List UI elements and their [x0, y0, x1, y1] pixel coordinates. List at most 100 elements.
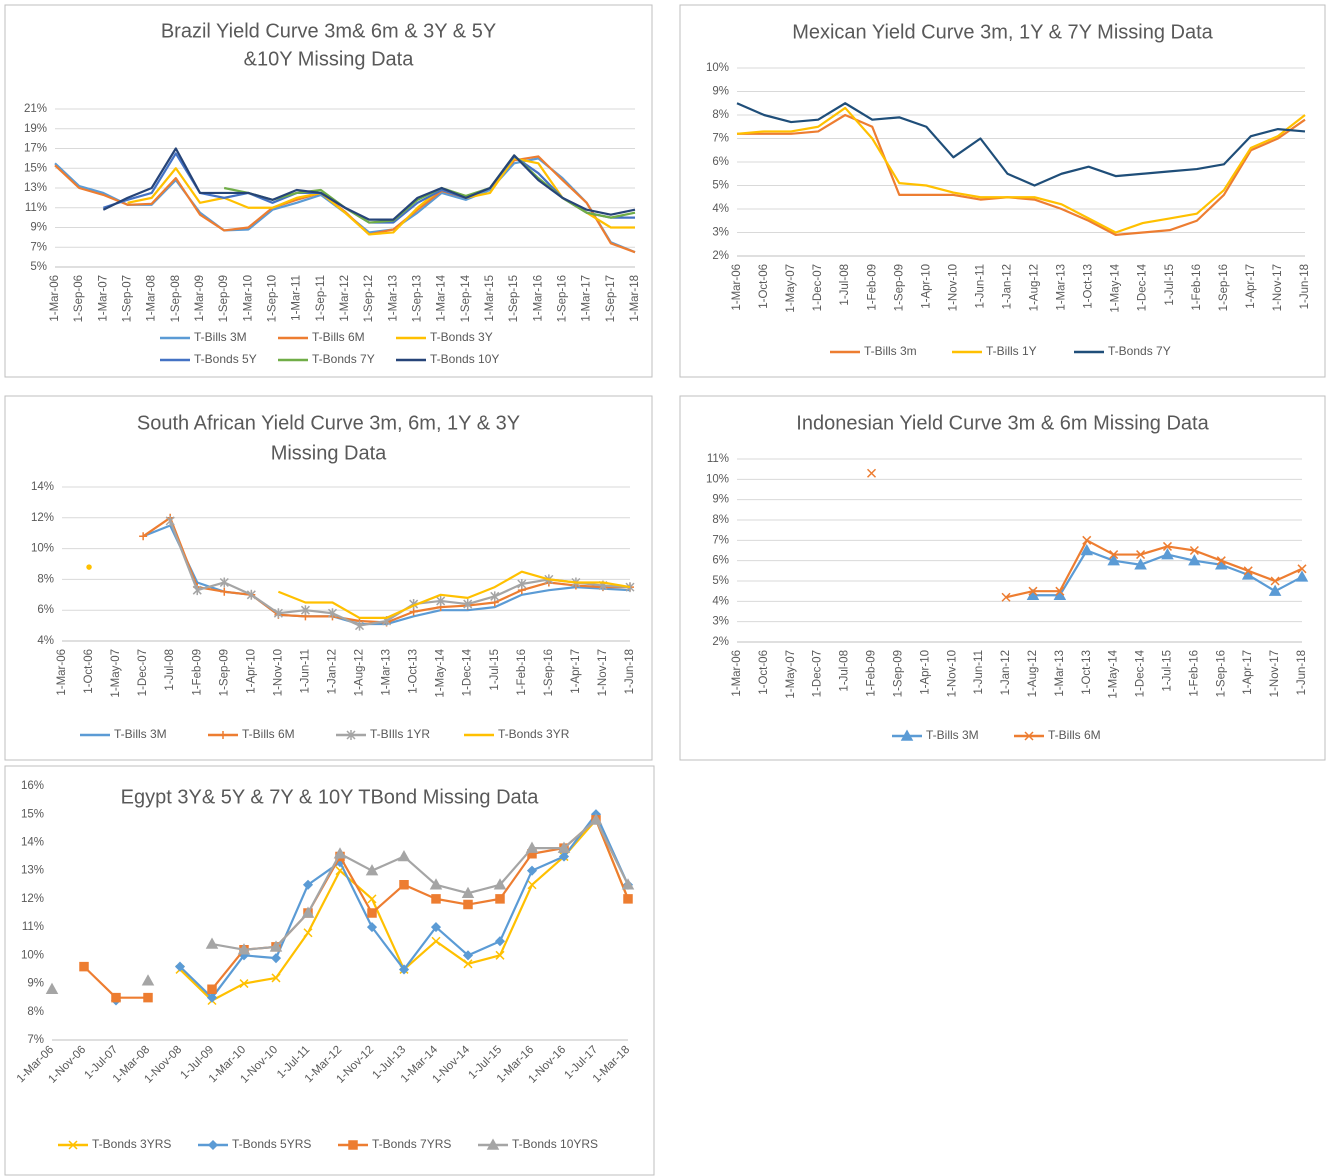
panel	[4, 765, 655, 1176]
x-tick-label: 1-Jun-18	[624, 649, 636, 694]
marker	[367, 894, 377, 904]
x-tick-label: 1-Mar-18	[629, 275, 641, 322]
y-tick-label: 19%	[24, 123, 47, 135]
x-tick-label: 1-May-07	[110, 649, 122, 698]
marker	[139, 532, 148, 541]
x-tick-label: 1-Mar-13	[1056, 264, 1068, 311]
marker	[1241, 568, 1255, 580]
marker	[526, 865, 538, 876]
marker	[525, 841, 539, 853]
x-tick-label: 1-Sep-16	[543, 649, 555, 696]
marker	[1053, 588, 1067, 600]
panel	[679, 395, 1326, 761]
marker	[398, 964, 410, 975]
legend-label: T-Bills 3m	[864, 344, 917, 358]
x-tick-label: 1-Feb-16	[516, 649, 528, 696]
x-tick-label: 1-Jun-11	[973, 650, 985, 695]
marker	[461, 886, 475, 898]
x-tick-label: 1-Jan-12	[327, 649, 339, 694]
chart-title: &10Y Missing Data	[244, 48, 415, 70]
x-tick-label: 1-Jun-11	[974, 264, 986, 309]
x-tick-label: 1-Mar-06	[731, 650, 743, 697]
marker	[1134, 558, 1147, 570]
x-tick-label: 1-Sep-09	[218, 275, 230, 322]
x-tick-label: 1-Jun-11	[299, 649, 311, 694]
y-tick-label: 21%	[24, 103, 47, 115]
marker	[409, 607, 418, 616]
legend-label: T-Bills 3M	[194, 330, 247, 344]
y-tick-label: 9%	[712, 494, 729, 506]
marker	[239, 979, 249, 989]
x-tick-label: 1-Dec-07	[812, 650, 824, 697]
series-line	[1005, 539, 1303, 599]
x-tick-label: 1-Mar-07	[97, 275, 109, 322]
marker	[333, 847, 347, 859]
marker	[494, 936, 506, 947]
x-tick-label: 1-Mar-10	[242, 275, 254, 322]
legend-label: T-BIlls 1YR	[370, 727, 430, 741]
marker	[174, 961, 186, 972]
marker	[79, 961, 89, 972]
y-tick-label: 9%	[712, 86, 729, 98]
marker	[558, 851, 570, 862]
series-line	[277, 570, 631, 619]
chart-title: Mexican Yield Curve 3m, 1Y & 7Y Missing …	[792, 21, 1213, 43]
y-tick-label: 2%	[712, 636, 729, 648]
y-tick-label: 10%	[706, 473, 729, 485]
x-tick-label: 1-Sep-09	[892, 650, 904, 697]
x-tick-label: 1-Sep-14	[460, 274, 472, 322]
legend-label: T-Bonds 7Y	[312, 352, 375, 366]
marker	[1026, 588, 1040, 600]
x-tick-label: 1-Oct-06	[758, 264, 770, 309]
y-tick-label: 15%	[21, 808, 44, 820]
marker	[346, 730, 356, 740]
marker	[205, 937, 219, 949]
x-tick-label: 1-Sep-16	[1215, 650, 1227, 697]
y-tick-label: 8%	[37, 573, 54, 585]
x-tick-label: 1-Jun-18	[1296, 650, 1308, 695]
y-tick-label: 17%	[24, 143, 47, 155]
x-tick-label: 1-Nov-17	[1269, 650, 1281, 697]
x-tick-label: 1-Nov-17	[597, 649, 609, 696]
marker	[246, 589, 256, 600]
x-tick-label: 1-Mar-06	[731, 264, 743, 311]
marker	[367, 908, 377, 918]
marker	[495, 950, 505, 960]
marker	[301, 906, 315, 918]
x-tick-label: 1-Oct-13	[1083, 264, 1095, 309]
marker	[141, 974, 155, 986]
marker	[1082, 535, 1092, 545]
legend-label: T-Bills 1Y	[986, 344, 1037, 358]
x-tick-label: 1-Dec-14	[462, 648, 474, 696]
marker	[192, 585, 202, 596]
x-tick-label: 1-Oct-06	[83, 649, 95, 694]
marker	[623, 894, 633, 904]
marker	[270, 953, 282, 964]
y-tick-label: 13%	[24, 182, 47, 194]
legend-label: T-Bills 3M	[114, 727, 167, 741]
legend-label: T-Bonds 10Y	[430, 352, 499, 366]
series-line	[737, 113, 1306, 236]
marker	[300, 605, 310, 616]
y-tick-label: 7%	[712, 534, 729, 546]
x-tick-label: 1-Sep-09	[893, 264, 905, 311]
marker	[866, 468, 877, 478]
x-tick-label: 1-Sep-07	[122, 275, 134, 322]
x-tick-label: 1-Nov-10	[946, 650, 958, 697]
y-tick-label: 9%	[27, 978, 44, 990]
chart-title: Brazil Yield Curve 3m& 6m & 3Y & 5Y	[161, 20, 496, 42]
marker	[1162, 541, 1173, 551]
y-tick-label: 6%	[712, 555, 729, 567]
x-tick-label: 1-Nov-17	[1272, 264, 1284, 311]
x-tick-label: 1-Mar-14	[436, 274, 448, 321]
marker	[436, 595, 446, 606]
x-tick-label: 1-Jul-15	[489, 649, 501, 691]
x-tick-label: 1-Nov-10	[272, 649, 284, 696]
legend-label: T-Bonds 7YRS	[372, 1137, 451, 1151]
marker	[45, 982, 59, 994]
chart-title: Indonesian Yield Curve 3m & 6m Missing D…	[796, 412, 1209, 434]
x-tick-label: 1-Sep-06	[73, 275, 85, 322]
marker	[429, 878, 443, 890]
x-tick-label: 1-Sep-17	[605, 275, 617, 322]
x-tick-label: 1-May-07	[785, 650, 797, 699]
